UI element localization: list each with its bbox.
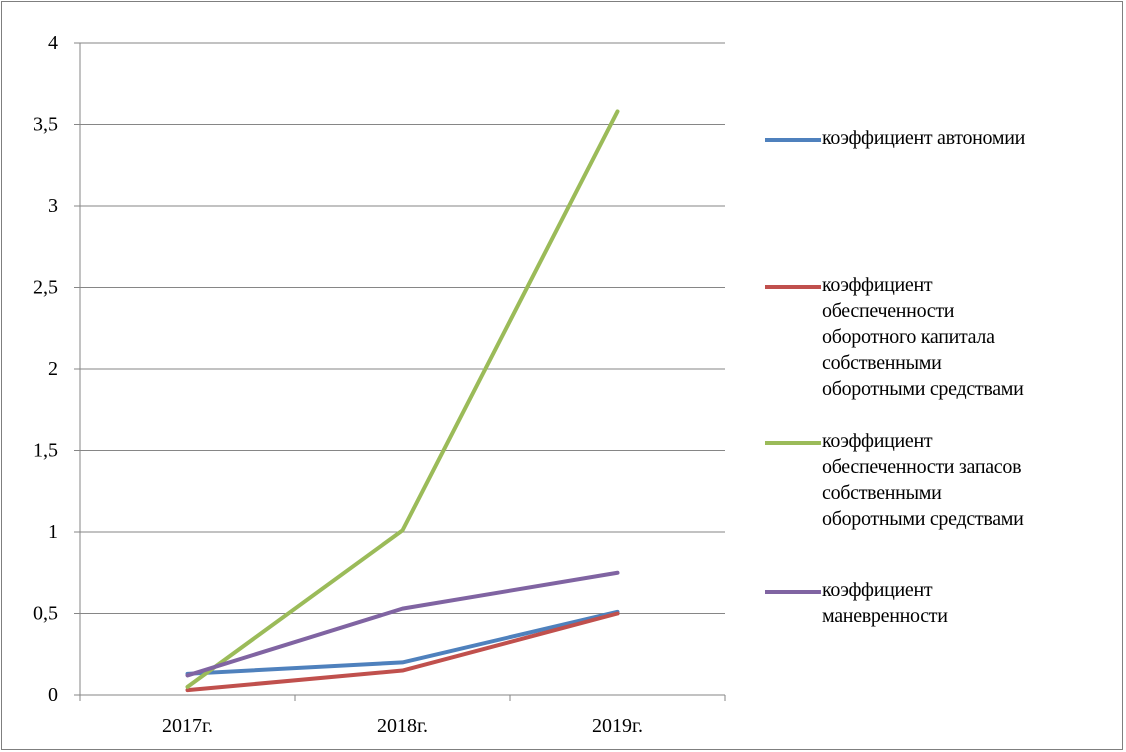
y-tick-label: 1 [48, 521, 58, 543]
legend-item-inventory: коэффициент обеспеченности запасов собст… [765, 428, 1024, 532]
x-tick-label: 2018г. [377, 715, 428, 737]
legend-swatch-autonomy [765, 138, 821, 142]
legend-item-maneuverability: коэффициент маневренности [765, 577, 948, 629]
legend-swatch-working-capital [765, 285, 821, 289]
y-tick-label: 3 [48, 195, 58, 217]
y-tick-label: 0 [48, 684, 58, 706]
y-tick-label: 0,5 [33, 603, 58, 625]
y-tick-label: 4 [48, 32, 58, 54]
x-tick-label: 2017г. [162, 715, 213, 737]
series-line-3 [185, 109, 620, 689]
series-line-4 [185, 570, 620, 678]
y-tick-label: 3,5 [33, 114, 58, 136]
y-tick-label: 2,5 [33, 277, 58, 299]
series-line-2 [185, 611, 620, 693]
legend-swatch-inventory [765, 441, 821, 445]
legend-item-autonomy: коэффициент автономии [765, 125, 1025, 151]
legend-swatch-maneuverability [765, 590, 821, 594]
legend-label-maneuverability: коэффициент маневренности [822, 579, 948, 627]
legend-label-inventory: коэффициент обеспеченности запасов собст… [822, 430, 1024, 530]
legend-label-autonomy: коэффициент автономии [822, 127, 1026, 149]
y-tick-label: 2 [48, 358, 58, 380]
series-line-1 [185, 609, 620, 676]
y-tick-label: 1,5 [33, 440, 58, 462]
legend: коэффициент автономии коэффициент обеспе… [765, 0, 1125, 752]
legend-item-working-capital: коэффициент обеспеченности оборотного ка… [765, 272, 1024, 402]
legend-label-working-capital: коэффициент обеспеченности оборотного ка… [822, 274, 1024, 400]
x-tick-label: 2019г. [592, 715, 643, 737]
